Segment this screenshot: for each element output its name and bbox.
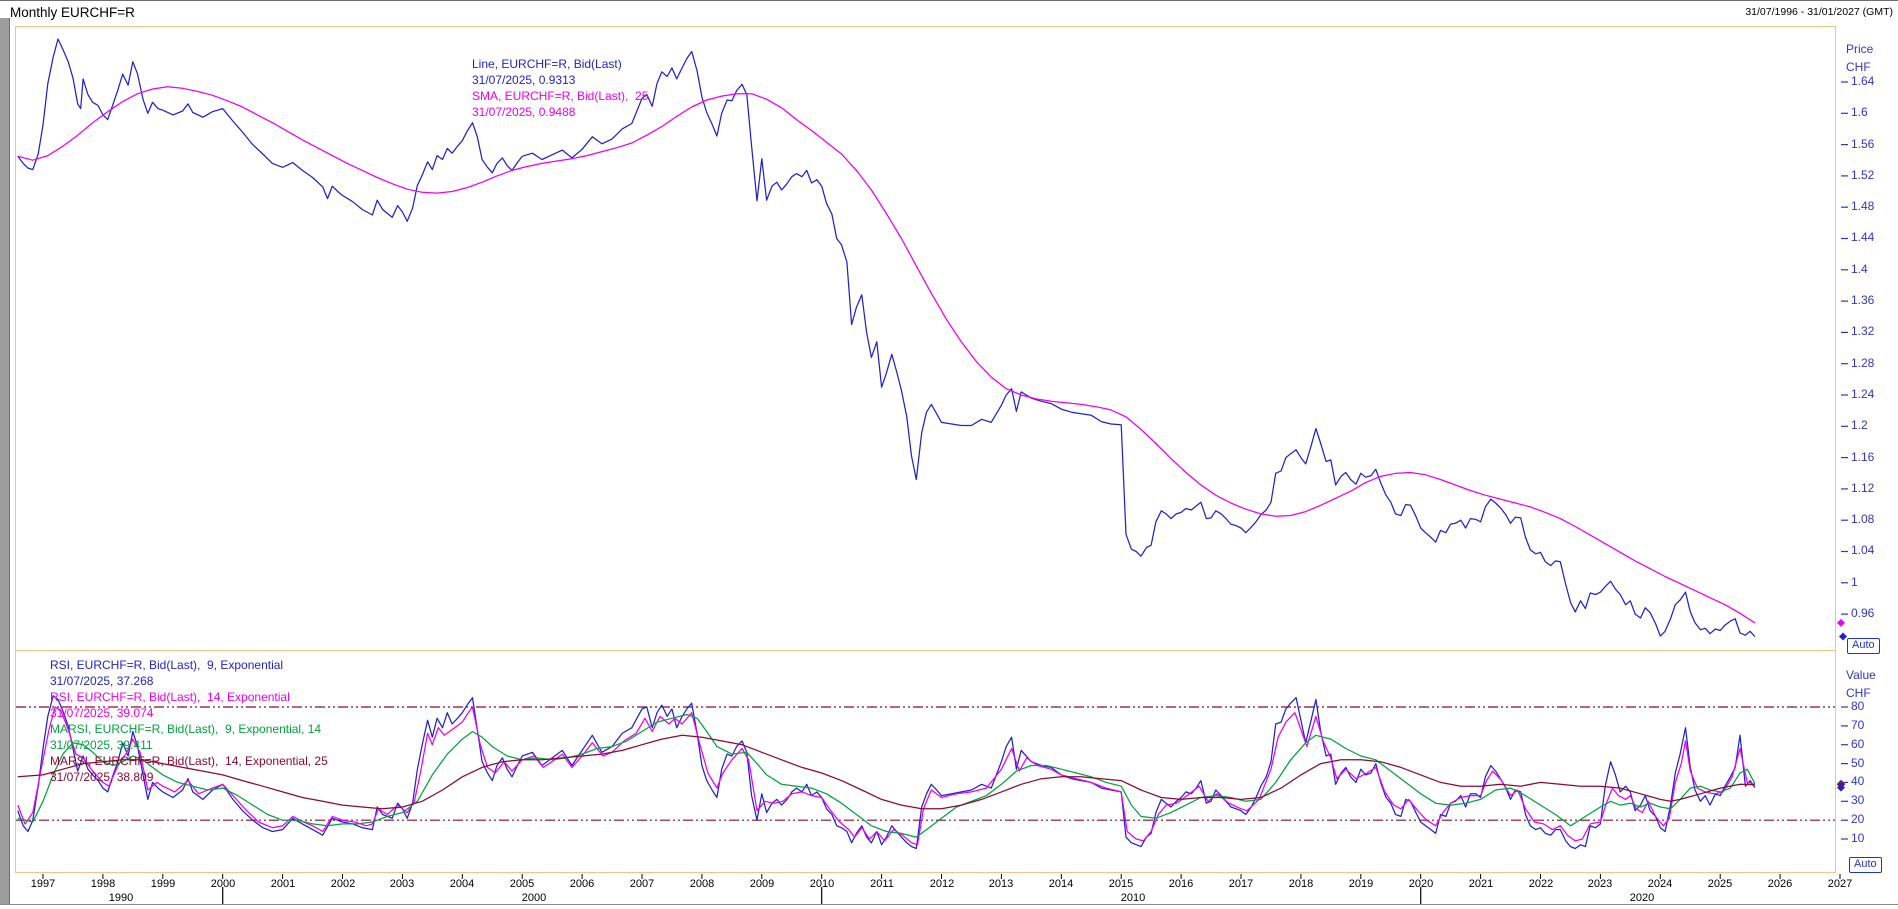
chart-title: Monthly EURCHF=R [10, 5, 135, 20]
year-label: 2027 [1827, 878, 1853, 890]
year-label: 2004 [449, 878, 475, 890]
value-axis-auto-button[interactable]: Auto [1849, 857, 1882, 873]
main-legend-item[interactable]: 31/07/2025, 0.9488 [472, 105, 576, 119]
year-label: 1999 [150, 878, 176, 890]
price-axis-auto-button[interactable]: Auto [1847, 638, 1880, 654]
value-axis-title-line1: Value [1846, 668, 1876, 682]
price-tick-label: 1.44 [1851, 230, 1875, 244]
year-label: 2008 [689, 878, 715, 890]
year-label: 1998 [90, 878, 116, 890]
year-label: 2015 [1108, 878, 1134, 890]
price-axis-title: Price CHF [1846, 40, 1873, 76]
decade-label: 1990 [108, 892, 134, 904]
year-label: 2020 [1408, 878, 1434, 890]
price-tick-label: 0.96 [1851, 606, 1875, 620]
price-tick-label: 1.12 [1851, 481, 1875, 495]
value-tick-label: 60 [1851, 737, 1865, 751]
year-label: 2012 [929, 878, 955, 890]
year-label: 2002 [330, 878, 356, 890]
price-tick-label: 1.4 [1851, 262, 1868, 276]
panel-divider [15, 650, 1836, 651]
year-label: 2000 [210, 878, 236, 890]
price-tick-label: 1.52 [1851, 168, 1875, 182]
decade-label: 2020 [1629, 892, 1655, 904]
year-label: 2007 [629, 878, 655, 890]
year-label: 2013 [988, 878, 1014, 890]
year-label: 2023 [1587, 878, 1613, 890]
main-legend-item[interactable]: Line, EURCHF=R, Bid(Last) [472, 57, 622, 71]
sma-line [17, 86, 1756, 624]
year-label: 2014 [1048, 878, 1074, 890]
decade-label: 2010 [1120, 892, 1146, 904]
year-label: 2009 [749, 878, 775, 890]
value-tick-label: 70 [1851, 718, 1865, 732]
value-tick-label: 30 [1851, 793, 1865, 807]
marsi14-line [17, 734, 1755, 810]
price-tick-label: 1.64 [1851, 74, 1875, 88]
main-legend-item[interactable]: 31/07/2025, 0.9313 [472, 73, 576, 87]
price-tick-label: 1.6 [1851, 105, 1868, 119]
rsi-legend: RSI, EURCHF=R, Bid(Last), 9, Exponential… [50, 657, 328, 785]
window-bottom-edge [0, 904, 1898, 905]
rsi-legend-item[interactable]: 31/07/2025, 39.074 [50, 706, 154, 720]
price-axis-title-line2: CHF [1846, 60, 1871, 74]
rsi-legend-item[interactable]: 31/07/2025, 37.268 [50, 674, 154, 688]
year-label: 2021 [1468, 878, 1494, 890]
price-last-value-marker [1839, 632, 1847, 641]
year-label: 2016 [1168, 878, 1194, 890]
year-label: 2026 [1767, 878, 1793, 890]
window-top-border [0, 0, 1898, 1]
price-tick-label: 1.28 [1851, 356, 1875, 370]
price-tick-label: 1.2 [1851, 418, 1868, 432]
year-label: 2017 [1228, 878, 1254, 890]
price-tick-label: 1 [1851, 575, 1858, 589]
window-left-edge [0, 18, 10, 905]
year-label: 2001 [270, 878, 296, 890]
value-tick-label: 20 [1851, 812, 1865, 826]
price-tick-label: 1.56 [1851, 137, 1875, 151]
price-tick-label: 1.08 [1851, 512, 1875, 526]
price-tick-label: 1.32 [1851, 324, 1875, 338]
price-axis-title-line1: Price [1846, 42, 1874, 56]
value-tick-label: 40 [1851, 774, 1865, 788]
rsi-legend-item[interactable]: 31/07/2025, 38.809 [50, 770, 154, 784]
main-legend: Line, EURCHF=R, Bid(Last) 31/07/2025, 0.9… [472, 56, 648, 120]
rsi-legend-item[interactable]: RSI, EURCHF=R, Bid(Last), 9, Exponential [50, 658, 284, 672]
year-label: 2011 [870, 878, 894, 890]
value-tick-label: 50 [1851, 756, 1865, 770]
year-label: 2024 [1647, 878, 1673, 890]
rsi-legend-item[interactable]: RSI, EURCHF=R, Bid(Last), 14, Exponentia… [50, 690, 290, 704]
year-label: 2010 [809, 878, 835, 890]
value-last-value-marker [1837, 783, 1845, 792]
year-label: 2019 [1348, 878, 1374, 890]
price-tick-label: 1.24 [1851, 387, 1875, 401]
decade-label: 2000 [521, 892, 547, 904]
value-tick-label: 80 [1851, 699, 1865, 713]
year-label: 2005 [509, 878, 535, 890]
date-range-label: 31/07/1996 - 31/01/2027 (GMT) [1745, 6, 1893, 18]
chart-frame [15, 26, 1836, 873]
price-tick-label: 1.48 [1851, 199, 1875, 213]
price-tick-label: 1.36 [1851, 293, 1875, 307]
price-last-value-marker [1837, 618, 1845, 627]
value-axis-title: Value CHF [1846, 666, 1876, 702]
year-label: 2003 [389, 878, 415, 890]
year-label: 1997 [30, 878, 56, 890]
value-axis-title-line2: CHF [1846, 686, 1871, 700]
price-line [17, 38, 1756, 638]
marsi9-line [17, 713, 1756, 838]
rsi-legend-item[interactable]: 31/07/2025, 39.411 [50, 738, 153, 752]
price-tick-label: 1.16 [1851, 450, 1875, 464]
year-label: 2006 [569, 878, 595, 890]
year-label: 2022 [1528, 878, 1554, 890]
year-label: 2025 [1707, 878, 1733, 890]
main-legend-item[interactable]: SMA, EURCHF=R, Bid(Last), 25 [472, 89, 649, 103]
year-label: 2018 [1288, 878, 1314, 890]
value-tick-label: 10 [1851, 831, 1865, 845]
price-tick-label: 1.04 [1851, 543, 1875, 557]
rsi-legend-item[interactable]: MARSI, EURCHF=R, Bid(Last), 14, Exponent… [50, 754, 328, 768]
rsi-legend-item[interactable]: MARSI, EURCHF=R, Bid(Last), 9, Exponenti… [50, 722, 322, 736]
